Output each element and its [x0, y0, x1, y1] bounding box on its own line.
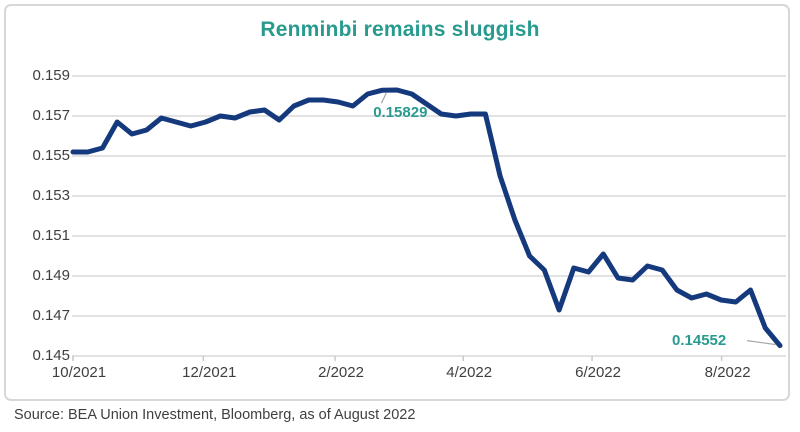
y-axis-tick-label: 0.151: [32, 227, 70, 244]
source-note: Source: BEA Union Investment, Bloomberg,…: [14, 407, 416, 423]
x-axis-tick-label: 2/2022: [318, 364, 364, 381]
annotation-last-value: 0.14552: [672, 331, 727, 349]
y-axis-tick-label: 0.159: [32, 67, 70, 84]
x-axis-tick-label: 8/2022: [704, 364, 751, 381]
y-axis-tick-label: 0.149: [32, 267, 70, 284]
y-axis-tick-label: 0.157: [32, 107, 70, 124]
renminbi-line: [70, 87, 783, 349]
annotation-peak-value: 0.15829: [373, 104, 428, 122]
y-axis-tick-label: 0.147: [32, 307, 70, 324]
x-axis-tick-label: 6/2022: [575, 364, 621, 381]
gridlines: [72, 75, 786, 317]
annotation-leader-lines: [380, 92, 777, 346]
x-axis-tick-label: 4/2022: [446, 364, 493, 381]
x-axis: [72, 355, 786, 361]
x-axis-tick-label: 12/2021: [182, 364, 237, 381]
y-axis-tick-label: 0.155: [32, 147, 70, 164]
chart-frame: [4, 4, 790, 401]
y-axis-tick-label: 0.153: [32, 187, 70, 204]
y-axis-tick-label: 0.145: [32, 347, 70, 364]
chart-title: Renminbi remains sluggish: [260, 18, 540, 41]
x-axis-tick-label: 10/2021: [51, 364, 107, 381]
